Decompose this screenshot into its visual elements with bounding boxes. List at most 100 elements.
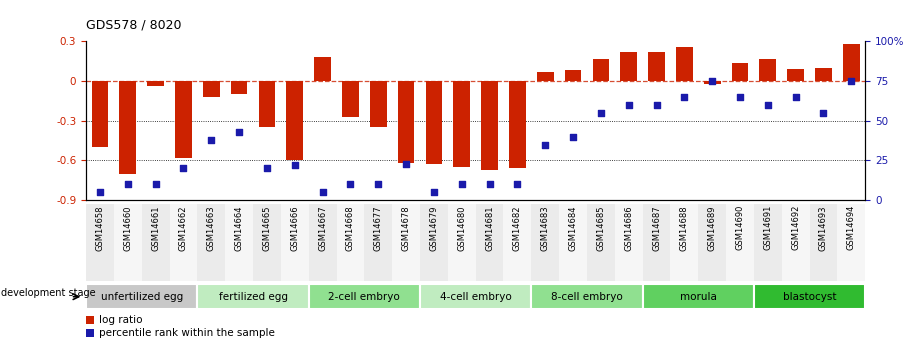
Bar xyxy=(726,204,754,281)
Text: GSM14692: GSM14692 xyxy=(791,205,800,250)
Bar xyxy=(481,81,498,170)
Bar xyxy=(420,204,448,281)
Text: GSM14668: GSM14668 xyxy=(346,205,355,251)
Text: development stage: development stage xyxy=(1,288,95,298)
Bar xyxy=(426,81,442,165)
Point xyxy=(120,181,135,187)
Bar xyxy=(226,204,253,281)
Text: GSM14683: GSM14683 xyxy=(541,205,550,251)
Text: GSM14694: GSM14694 xyxy=(847,205,856,250)
Text: fertilized egg: fertilized egg xyxy=(218,292,287,302)
Text: GSM14693: GSM14693 xyxy=(819,205,828,250)
Bar xyxy=(398,81,414,163)
Text: GSM14686: GSM14686 xyxy=(624,205,633,251)
Text: GSM14691: GSM14691 xyxy=(764,205,772,250)
Bar xyxy=(754,204,782,281)
Bar xyxy=(564,70,582,81)
Text: GSM14662: GSM14662 xyxy=(179,205,188,250)
Point xyxy=(538,142,553,147)
Point xyxy=(844,78,859,84)
Text: GSM14660: GSM14660 xyxy=(123,205,132,250)
Point xyxy=(510,181,525,187)
Text: percentile rank within the sample: percentile rank within the sample xyxy=(99,328,275,338)
Bar xyxy=(342,81,359,117)
Text: GSM14678: GSM14678 xyxy=(401,205,410,251)
Bar xyxy=(286,81,304,160)
Bar xyxy=(810,204,837,281)
Point xyxy=(176,166,190,171)
Text: blastocyst: blastocyst xyxy=(783,292,836,302)
Point xyxy=(343,181,358,187)
Text: GSM14689: GSM14689 xyxy=(708,205,717,250)
Point xyxy=(455,181,469,187)
Point xyxy=(204,137,218,142)
Bar xyxy=(670,204,699,281)
Point xyxy=(371,181,386,187)
Text: morula: morula xyxy=(680,292,717,302)
Text: GSM14685: GSM14685 xyxy=(596,205,605,250)
Bar xyxy=(782,204,810,281)
Text: GSM14661: GSM14661 xyxy=(151,205,160,250)
Bar xyxy=(169,204,198,281)
Bar xyxy=(364,204,392,281)
Bar xyxy=(648,52,665,81)
Bar xyxy=(843,44,860,81)
Text: GSM14677: GSM14677 xyxy=(374,205,382,251)
Bar xyxy=(642,204,670,281)
Bar xyxy=(175,81,192,158)
Point xyxy=(260,166,275,171)
Point xyxy=(565,134,580,139)
Text: GSM14681: GSM14681 xyxy=(485,205,494,250)
Text: 8-cell embryo: 8-cell embryo xyxy=(551,292,622,302)
Point xyxy=(788,94,803,100)
Point xyxy=(677,94,691,100)
FancyBboxPatch shape xyxy=(754,284,865,309)
Bar xyxy=(615,204,642,281)
Bar xyxy=(392,204,420,281)
Bar xyxy=(509,81,525,168)
Bar xyxy=(837,204,865,281)
Bar xyxy=(704,81,720,84)
Point xyxy=(733,94,747,100)
Bar xyxy=(86,204,114,281)
Text: GSM14684: GSM14684 xyxy=(569,205,577,250)
Bar xyxy=(336,204,364,281)
Bar xyxy=(141,204,169,281)
FancyBboxPatch shape xyxy=(420,284,531,309)
Bar xyxy=(699,204,726,281)
Point xyxy=(232,129,246,135)
Text: GSM14687: GSM14687 xyxy=(652,205,661,251)
Point xyxy=(650,102,664,108)
Bar xyxy=(476,204,504,281)
Bar xyxy=(815,68,832,81)
Point xyxy=(92,189,107,195)
Text: GSM14658: GSM14658 xyxy=(95,205,104,250)
Point xyxy=(315,189,330,195)
FancyBboxPatch shape xyxy=(642,284,754,309)
Bar xyxy=(148,81,164,86)
FancyBboxPatch shape xyxy=(531,284,642,309)
Point xyxy=(482,181,496,187)
Text: GSM14667: GSM14667 xyxy=(318,205,327,251)
FancyBboxPatch shape xyxy=(309,284,420,309)
Point xyxy=(399,161,413,166)
Bar xyxy=(120,81,136,174)
Text: GSM14688: GSM14688 xyxy=(680,205,689,251)
Text: GSM14682: GSM14682 xyxy=(513,205,522,250)
Text: 4-cell embryo: 4-cell embryo xyxy=(439,292,512,302)
Bar xyxy=(258,81,275,127)
FancyBboxPatch shape xyxy=(86,284,198,309)
Bar xyxy=(231,81,247,94)
Bar xyxy=(114,204,141,281)
Bar xyxy=(759,59,776,81)
Text: log ratio: log ratio xyxy=(99,315,142,325)
Point xyxy=(705,78,719,84)
Bar xyxy=(676,47,693,81)
Bar xyxy=(732,62,748,81)
Bar xyxy=(587,204,615,281)
Bar xyxy=(86,328,94,337)
Text: GSM14665: GSM14665 xyxy=(263,205,272,250)
Bar xyxy=(559,204,587,281)
Point xyxy=(149,181,163,187)
Bar xyxy=(203,81,219,97)
